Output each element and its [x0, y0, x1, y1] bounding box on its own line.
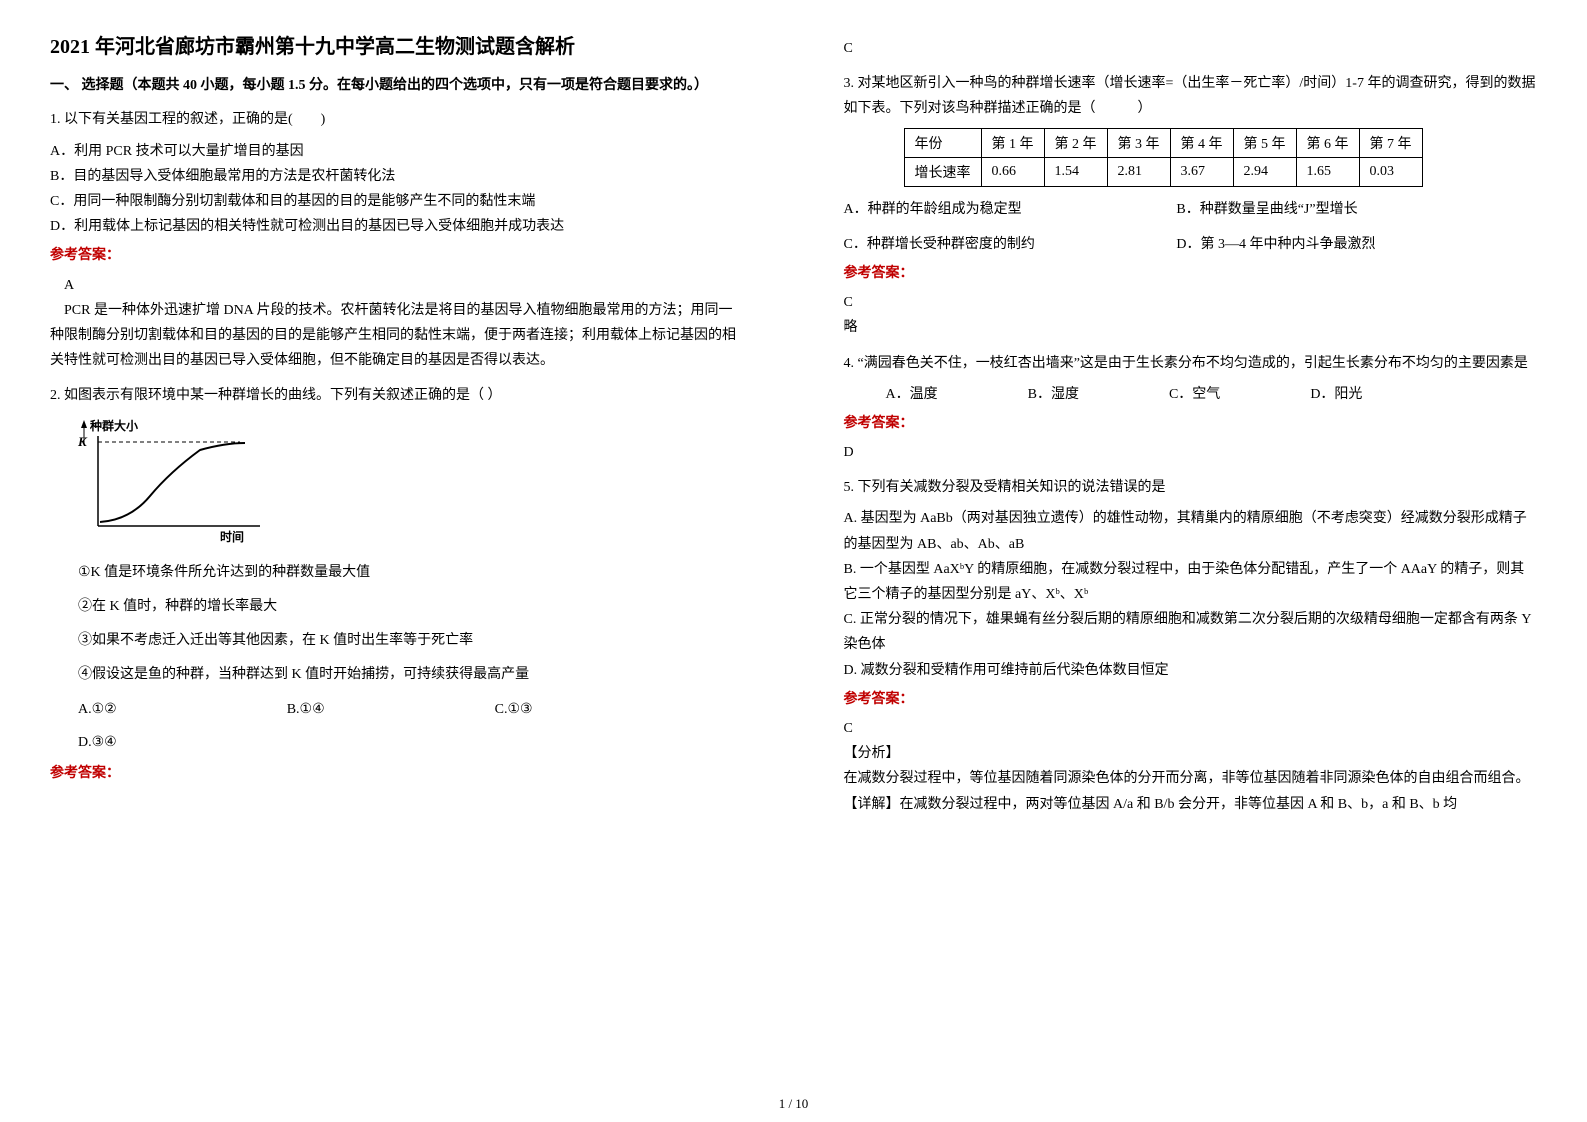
section-heading: 一、 选择题（本题共 40 小题，每小题 1.5 分。在每小题给出的四个选项中，… — [50, 75, 744, 97]
q4-option-a: A．温度 — [886, 382, 938, 407]
q5-answer-letter: C — [844, 716, 1538, 741]
q1-option-d: D．利用载体上标记基因的相关特性就可检测出目的基因已导入受体细胞并成功表达 — [50, 214, 744, 239]
q3-row-label: 增长速率 — [904, 157, 981, 186]
q3-table: 年份 第 1 年 第 2 年 第 3 年 第 4 年 第 5 年 第 6 年 第… — [904, 128, 1423, 187]
q5-option-b: B. 一个基因型 AaXᵇY 的精原细胞，在减数分裂过程中，由于染色体分配错乱，… — [844, 557, 1538, 607]
q1-explanation: PCR 是一种体外迅速扩增 DNA 片段的技术。农杆菌转化法是将目的基因导入植物… — [50, 298, 744, 374]
chart-ylabel: 种群大小 — [89, 418, 138, 433]
growth-curve-chart: 种群大小 K 时间 — [70, 416, 280, 546]
q1-stem: 1. 以下有关基因工程的叙述，正确的是( ) — [50, 107, 744, 132]
q3-option-c: C．种群增长受种群密度的制约 — [844, 232, 1177, 257]
left-column: 2021 年河北省廊坊市霸州第十九中学高二生物测试题含解析 一、 选择题（本题共… — [0, 0, 794, 1122]
q2-item-1: ①K 值是环境条件所允许达到的种群数量最大值 — [78, 559, 744, 587]
q3-answer-letter: C — [844, 290, 1538, 315]
q5-analysis-text: 在减数分裂过程中，等位基因随着同源染色体的分开而分离，非等位基因随着非同源染色体… — [844, 766, 1538, 791]
q1-answer-letter: A — [50, 273, 744, 298]
q5-stem: 5. 下列有关减数分裂及受精相关知识的说法错误的是 — [844, 475, 1538, 500]
q5-detail-label: 【详解】 — [844, 797, 900, 812]
q3-val-3: 3.67 — [1170, 157, 1233, 186]
chart-y-arrow-head — [81, 420, 87, 428]
q4-option-d: D．阳光 — [1310, 382, 1362, 407]
q2-stem: 2. 如图表示有限环境中某一种群增长的曲线。下列有关叙述正确的是（ ） — [50, 383, 744, 408]
chart-k-label: K — [77, 434, 88, 449]
q2-item-2: ②在 K 值时，种群的增长率最大 — [78, 593, 744, 621]
q4-option-b: B．湿度 — [1028, 382, 1079, 407]
q5-detail: 【详解】在减数分裂过程中，两对等位基因 A/a 和 B/b 会分开，非等位基因 … — [844, 792, 1538, 817]
q5-answer-label: 参考答案： — [844, 687, 1538, 712]
q3-option-b: B．种群数量呈曲线“J”型增长 — [1176, 197, 1357, 222]
q3-th-6: 第 6 年 — [1296, 128, 1359, 157]
q3-th-3: 第 3 年 — [1107, 128, 1170, 157]
q3-val-0: 0.66 — [981, 157, 1044, 186]
q5-option-d: D. 减数分裂和受精作用可维持前后代染色体数目恒定 — [844, 658, 1538, 683]
q2-option-a: A.①② — [78, 697, 117, 722]
q3-option-a: A．种群的年龄组成为稳定型 — [844, 197, 1177, 222]
q2-answer-letter: C — [844, 36, 1538, 61]
q1-option-c: C．用同一种限制酶分别切割载体和目的基因的目的是能够产生不同的黏性末端 — [50, 189, 744, 214]
q3-th-0: 年份 — [904, 128, 981, 157]
q2-item-4: ④假设这是鱼的种群，当种群达到 K 值时开始捕捞，可持续获得最高产量 — [78, 661, 744, 689]
q1-option-b: B．目的基因导入受体细胞最常用的方法是农杆菌转化法 — [50, 164, 744, 189]
table-row-header: 年份 第 1 年 第 2 年 第 3 年 第 4 年 第 5 年 第 6 年 第… — [904, 128, 1422, 157]
q3-val-5: 1.65 — [1296, 157, 1359, 186]
q1-option-a: A．利用 PCR 技术可以大量扩增目的基因 — [50, 139, 744, 164]
q4-answer-letter: D — [844, 440, 1538, 465]
q2-option-d: D.③④ — [78, 729, 744, 757]
q3-option-d: D．第 3—4 年中种内斗争最激烈 — [1176, 232, 1375, 257]
q2-option-b: B.①④ — [287, 697, 325, 722]
q2-item-3: ③如果不考虑迁入迁出等其他因素，在 K 值时出生率等于死亡率 — [78, 627, 744, 655]
q3-val-1: 1.54 — [1044, 157, 1107, 186]
q3-th-4: 第 4 年 — [1170, 128, 1233, 157]
q3-explanation: 略 — [844, 315, 1538, 340]
q3-th-7: 第 7 年 — [1359, 128, 1422, 157]
q2-answer-label: 参考答案： — [50, 761, 744, 786]
q3-th-1: 第 1 年 — [981, 128, 1044, 157]
right-column: C 3. 对某地区新引入一种鸟的种群增长速率（增长速率=（出生率－死亡率）/时间… — [794, 0, 1587, 1122]
q1-answer-label: 参考答案： — [50, 243, 744, 268]
chart-s-curve — [100, 443, 245, 522]
q5-option-a: A. 基因型为 AaBb（两对基因独立遗传）的雄性动物，其精巢内的精原细胞（不考… — [844, 506, 1538, 556]
q3-val-2: 2.81 — [1107, 157, 1170, 186]
chart-xlabel: 时间 — [220, 529, 244, 544]
q5-analysis-label: 【分析】 — [844, 741, 1538, 766]
q3-th-2: 第 2 年 — [1044, 128, 1107, 157]
q4-option-c: C．空气 — [1169, 382, 1220, 407]
page-title: 2021 年河北省廊坊市霸州第十九中学高二生物测试题含解析 — [50, 30, 744, 59]
q3-val-4: 2.94 — [1233, 157, 1296, 186]
q4-answer-label: 参考答案： — [844, 411, 1538, 436]
q2-option-c: C.①③ — [495, 697, 533, 722]
q4-stem: 4. “满园春色关不住，一枝红杏出墙来”这是由于生长素分布不均匀造成的，引起生长… — [844, 351, 1538, 376]
q3-th-5: 第 5 年 — [1233, 128, 1296, 157]
q5-option-c: C. 正常分裂的情况下，雄果蝇有丝分裂后期的精原细胞和减数第二次分裂后期的次级精… — [844, 607, 1538, 657]
q3-stem: 3. 对某地区新引入一种鸟的种群增长速率（增长速率=（出生率－死亡率）/时间）1… — [844, 71, 1538, 121]
table-row-data: 增长速率 0.66 1.54 2.81 3.67 2.94 1.65 0.03 — [904, 157, 1422, 186]
q3-val-6: 0.03 — [1359, 157, 1422, 186]
q2-chart: 种群大小 K 时间 — [70, 416, 744, 551]
q3-answer-label: 参考答案： — [844, 261, 1538, 286]
q5-detail-text: 在减数分裂过程中，两对等位基因 A/a 和 B/b 会分开，非等位基因 A 和 … — [900, 797, 1458, 812]
page-footer: 1 / 10 — [0, 1096, 1587, 1112]
